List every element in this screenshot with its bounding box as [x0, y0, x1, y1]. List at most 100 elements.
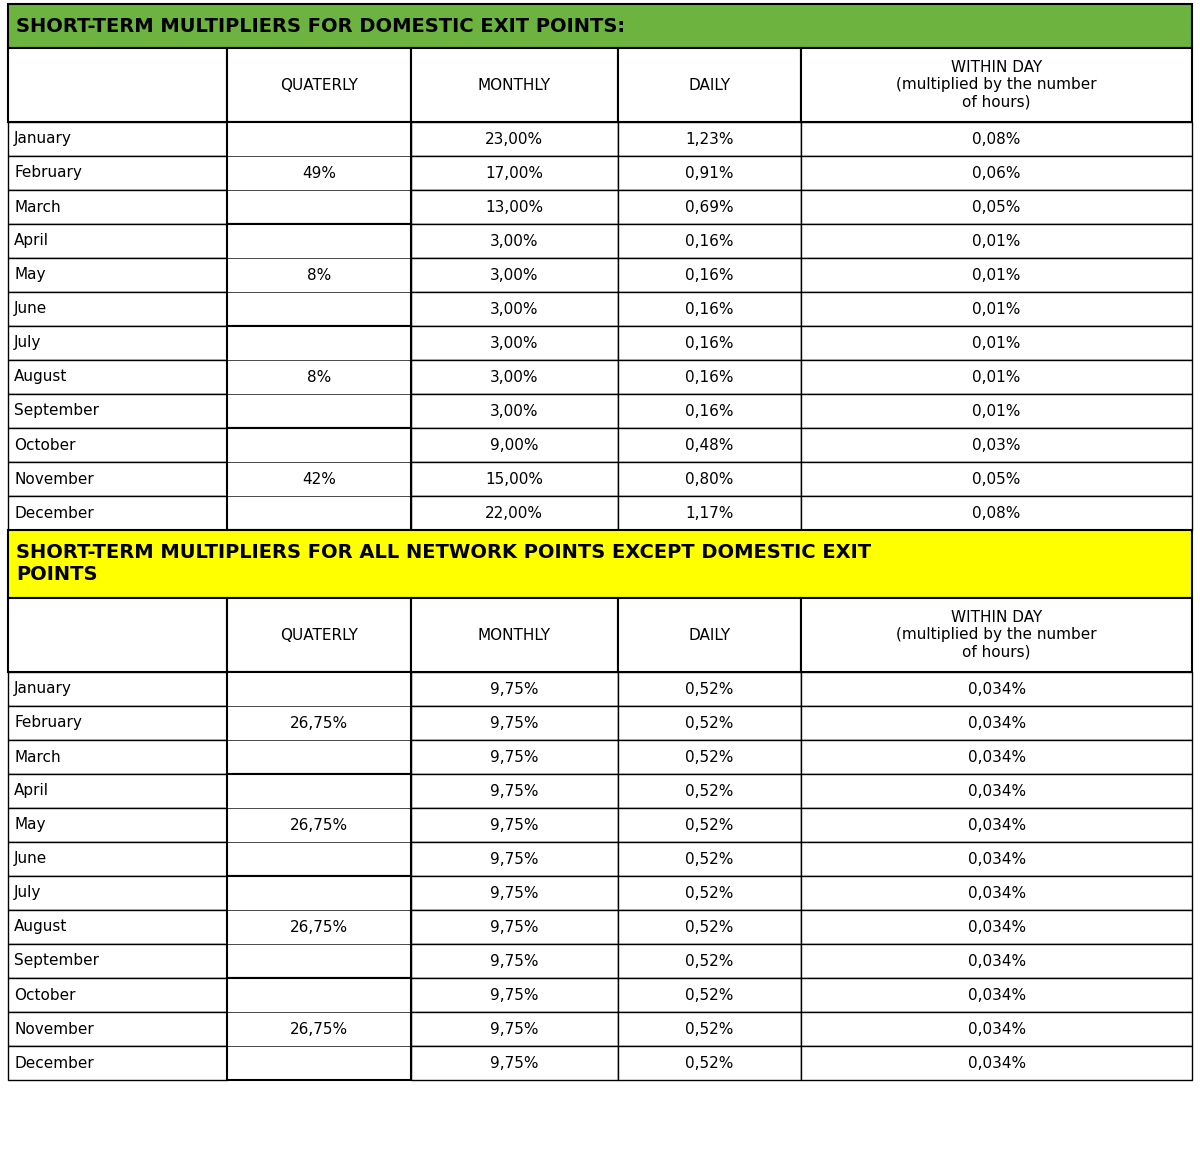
- Bar: [227, 598, 410, 672]
- Text: 8%: 8%: [307, 369, 331, 384]
- Bar: [410, 706, 618, 739]
- Text: 0,52%: 0,52%: [685, 886, 733, 900]
- Text: 0,034%: 0,034%: [967, 750, 1026, 765]
- Text: 1,17%: 1,17%: [685, 506, 733, 521]
- Bar: [802, 394, 1192, 428]
- Text: 9,75%: 9,75%: [490, 783, 539, 798]
- Bar: [8, 774, 227, 808]
- Text: SHORT-TERM MULTIPLIERS FOR ALL NETWORK POINTS EXCEPT DOMESTIC EXIT
POINTS: SHORT-TERM MULTIPLIERS FOR ALL NETWORK P…: [16, 544, 871, 584]
- Text: April: April: [14, 233, 49, 248]
- Text: 0,05%: 0,05%: [972, 199, 1021, 215]
- Bar: [618, 876, 802, 910]
- Bar: [227, 876, 410, 978]
- Text: 26,75%: 26,75%: [289, 715, 348, 730]
- Bar: [802, 156, 1192, 190]
- Bar: [618, 258, 802, 292]
- Bar: [8, 910, 227, 944]
- Text: 0,034%: 0,034%: [967, 953, 1026, 968]
- Bar: [802, 910, 1192, 944]
- Text: 0,01%: 0,01%: [972, 369, 1021, 384]
- Text: 0,52%: 0,52%: [685, 783, 733, 798]
- Text: SHORT-TERM MULTIPLIERS FOR DOMESTIC EXIT POINTS:: SHORT-TERM MULTIPLIERS FOR DOMESTIC EXIT…: [16, 16, 625, 36]
- Bar: [802, 360, 1192, 394]
- Text: 0,91%: 0,91%: [685, 166, 733, 181]
- Bar: [410, 224, 618, 258]
- Text: April: April: [14, 783, 49, 798]
- Bar: [410, 739, 618, 774]
- Text: 0,52%: 0,52%: [685, 1021, 733, 1036]
- Bar: [410, 672, 618, 706]
- Bar: [8, 292, 227, 325]
- Bar: [802, 944, 1192, 978]
- Text: 0,05%: 0,05%: [972, 472, 1021, 486]
- Bar: [618, 842, 802, 876]
- Text: August: August: [14, 369, 67, 384]
- Bar: [8, 1046, 227, 1080]
- Bar: [227, 672, 410, 774]
- Text: 0,16%: 0,16%: [685, 301, 733, 316]
- Bar: [802, 706, 1192, 739]
- Bar: [410, 774, 618, 808]
- Bar: [227, 325, 410, 428]
- Bar: [8, 598, 227, 672]
- Text: 3,00%: 3,00%: [490, 336, 539, 351]
- Bar: [8, 978, 227, 1012]
- Text: 9,75%: 9,75%: [490, 682, 539, 697]
- Bar: [410, 394, 618, 428]
- Text: 0,52%: 0,52%: [685, 920, 733, 935]
- Text: 22,00%: 22,00%: [485, 506, 544, 521]
- Bar: [8, 672, 227, 706]
- Text: 0,48%: 0,48%: [685, 437, 733, 452]
- Text: 0,034%: 0,034%: [967, 1021, 1026, 1036]
- Text: 0,034%: 0,034%: [967, 988, 1026, 1003]
- Text: September: September: [14, 953, 98, 968]
- Text: 9,75%: 9,75%: [490, 988, 539, 1003]
- Bar: [8, 258, 227, 292]
- Bar: [8, 3, 1192, 48]
- Bar: [410, 808, 618, 842]
- Text: 26,75%: 26,75%: [289, 1021, 348, 1036]
- Text: 0,034%: 0,034%: [967, 886, 1026, 900]
- Bar: [8, 496, 227, 530]
- Text: June: June: [14, 851, 47, 866]
- Bar: [8, 842, 227, 876]
- Text: 23,00%: 23,00%: [485, 131, 544, 146]
- Text: 3,00%: 3,00%: [490, 301, 539, 316]
- Bar: [618, 496, 802, 530]
- Text: October: October: [14, 988, 76, 1003]
- Bar: [410, 190, 618, 224]
- Bar: [410, 598, 618, 672]
- Text: 0,52%: 0,52%: [685, 818, 733, 833]
- Bar: [618, 808, 802, 842]
- Bar: [802, 496, 1192, 530]
- Bar: [8, 944, 227, 978]
- Text: 0,16%: 0,16%: [685, 268, 733, 283]
- Text: 0,52%: 0,52%: [685, 715, 733, 730]
- Bar: [618, 156, 802, 190]
- Bar: [8, 325, 227, 360]
- Bar: [227, 978, 410, 1080]
- Text: 0,52%: 0,52%: [685, 682, 733, 697]
- Text: 3,00%: 3,00%: [490, 268, 539, 283]
- Text: 3,00%: 3,00%: [490, 369, 539, 384]
- Text: 9,75%: 9,75%: [490, 886, 539, 900]
- Bar: [8, 190, 227, 224]
- Bar: [8, 48, 227, 122]
- Text: 17,00%: 17,00%: [485, 166, 544, 181]
- Bar: [8, 876, 227, 910]
- Text: MONTHLY: MONTHLY: [478, 628, 551, 643]
- Text: 3,00%: 3,00%: [490, 233, 539, 248]
- Bar: [802, 978, 1192, 1012]
- Text: 26,75%: 26,75%: [289, 818, 348, 833]
- Bar: [618, 462, 802, 496]
- Bar: [410, 944, 618, 978]
- Text: 0,01%: 0,01%: [972, 268, 1021, 283]
- Text: 9,75%: 9,75%: [490, 715, 539, 730]
- Bar: [618, 774, 802, 808]
- Bar: [410, 1012, 618, 1046]
- Bar: [802, 325, 1192, 360]
- Bar: [802, 876, 1192, 910]
- Bar: [618, 224, 802, 258]
- Text: May: May: [14, 818, 46, 833]
- Text: December: December: [14, 1056, 94, 1071]
